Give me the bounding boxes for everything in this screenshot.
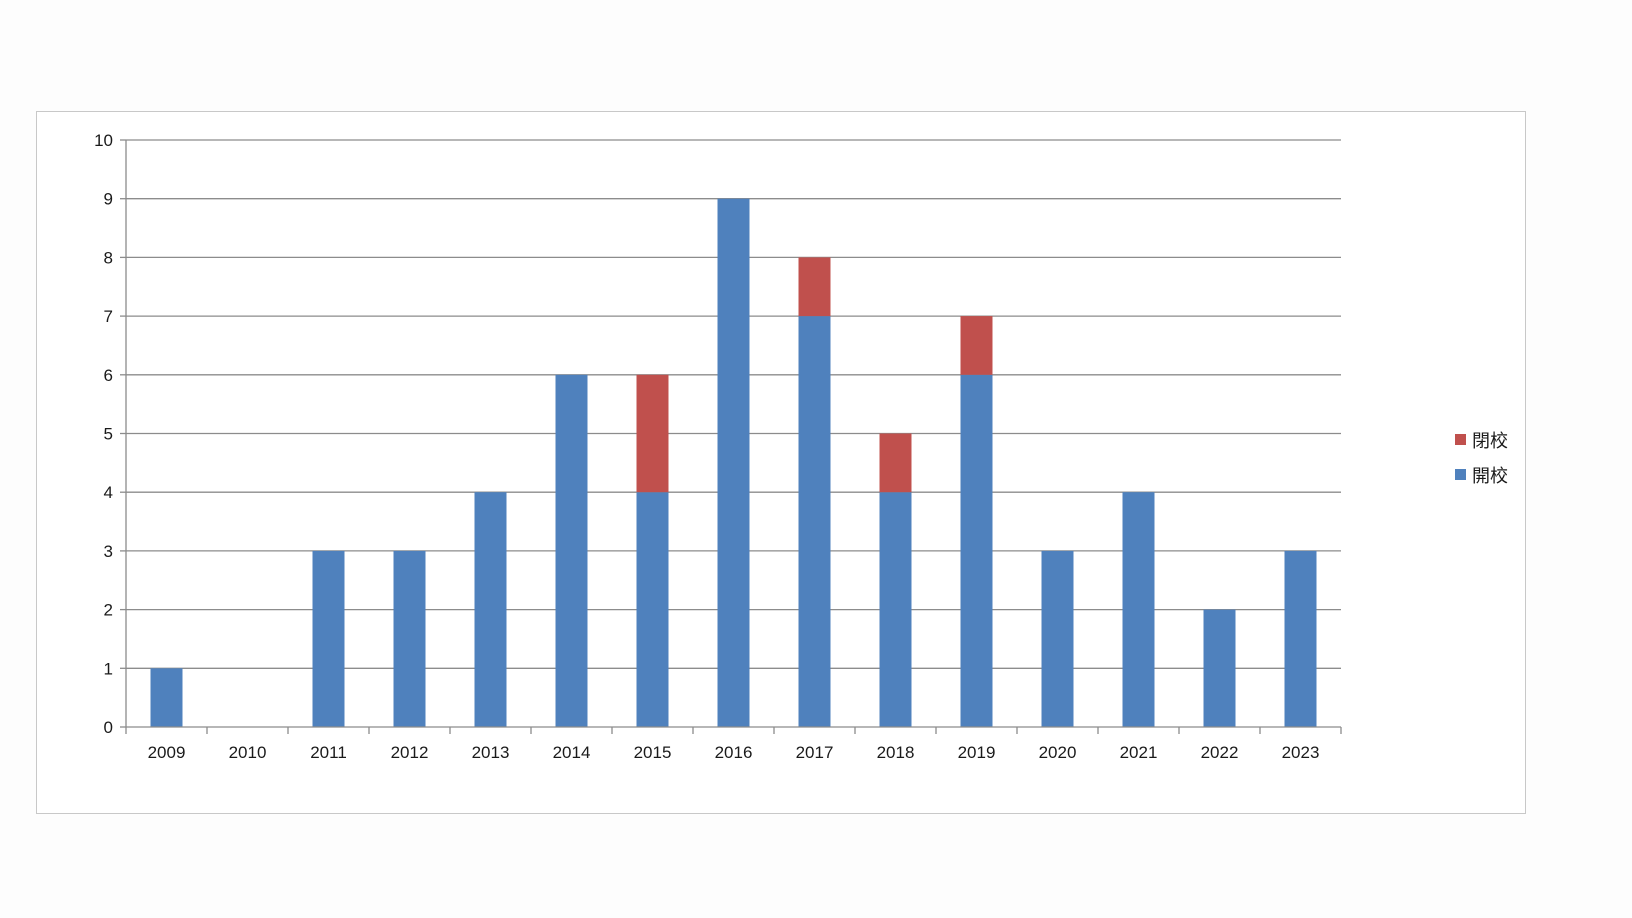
x-tick-label: 2018 (877, 743, 915, 762)
bar-kaiko-2015 (636, 492, 669, 727)
bar-kaiko-2009 (150, 668, 183, 727)
y-tick-label: 4 (104, 483, 113, 502)
y-tick-labels: 0 1 2 3 4 5 6 7 8 9 10 (94, 131, 113, 737)
bar-kaiko-2023 (1284, 550, 1317, 727)
legend-label-heiko: 閉校 (1472, 431, 1508, 452)
legend-label-kaiko: 開校 (1472, 466, 1508, 487)
x-tick-label: 2021 (1120, 743, 1158, 762)
x-tick-label: 2019 (958, 743, 996, 762)
legend-swatch-kaiko (1455, 469, 1466, 480)
bar-kaiko-2013 (474, 492, 507, 727)
y-tick-label: 7 (104, 307, 113, 326)
legend-swatch-heiko (1455, 434, 1466, 445)
y-tick-label: 10 (94, 131, 113, 150)
y-tick-label: 2 (104, 601, 113, 620)
x-tick-label: 2016 (715, 743, 753, 762)
y-tick-label: 5 (104, 425, 113, 444)
stacked-bar-chart: 0 1 2 3 4 5 6 7 8 9 10 2009 2010 2011 2012 2013 2014 201… (94, 131, 1508, 762)
bar-kaiko-2020 (1041, 550, 1074, 727)
x-tick-label: 2015 (634, 743, 672, 762)
bars (150, 198, 1317, 727)
y-tick-label: 3 (104, 542, 113, 561)
bar-kaiko-2022 (1203, 609, 1236, 727)
y-tick-label: 0 (104, 718, 113, 737)
x-tick-label: 2012 (391, 743, 429, 762)
bar-kaiko-2019 (960, 374, 993, 727)
x-tick-label: 2010 (229, 743, 267, 762)
y-tick-label: 6 (104, 366, 113, 385)
y-tick-label: 9 (104, 190, 113, 209)
y-tick-label: 8 (104, 248, 113, 267)
bar-heiko-2017 (798, 257, 831, 317)
x-tick-label: 2011 (310, 743, 347, 762)
x-tick-label: 2017 (796, 743, 834, 762)
x-tick-label: 2014 (553, 743, 591, 762)
bar-kaiko-2021 (1122, 492, 1155, 727)
x-tick-label: 2023 (1282, 743, 1320, 762)
bar-kaiko-2012 (393, 550, 426, 727)
x-tick-labels: 2009 2010 2011 2012 2013 2014 2015 2016 2017 2018… (148, 743, 1320, 762)
axes (120, 139, 1342, 734)
chart-frame: 0 1 2 3 4 5 6 7 8 9 10 2009 2010 2011 2012 2013 2014 201… (36, 111, 1526, 814)
x-tick-label: 2013 (472, 743, 510, 762)
bar-kaiko-2016 (717, 198, 750, 727)
bar-kaiko-2011 (312, 550, 345, 727)
bar-heiko-2019 (960, 316, 993, 375)
x-tick-label: 2022 (1201, 743, 1239, 762)
bar-heiko-2018 (879, 433, 912, 493)
bar-heiko-2015 (636, 374, 669, 493)
x-tick-label: 2009 (148, 743, 186, 762)
x-tick-label: 2020 (1039, 743, 1077, 762)
bar-kaiko-2017 (798, 316, 831, 727)
bar-kaiko-2018 (879, 492, 912, 727)
bar-kaiko-2014 (555, 374, 588, 727)
y-tick-label: 1 (104, 659, 113, 678)
